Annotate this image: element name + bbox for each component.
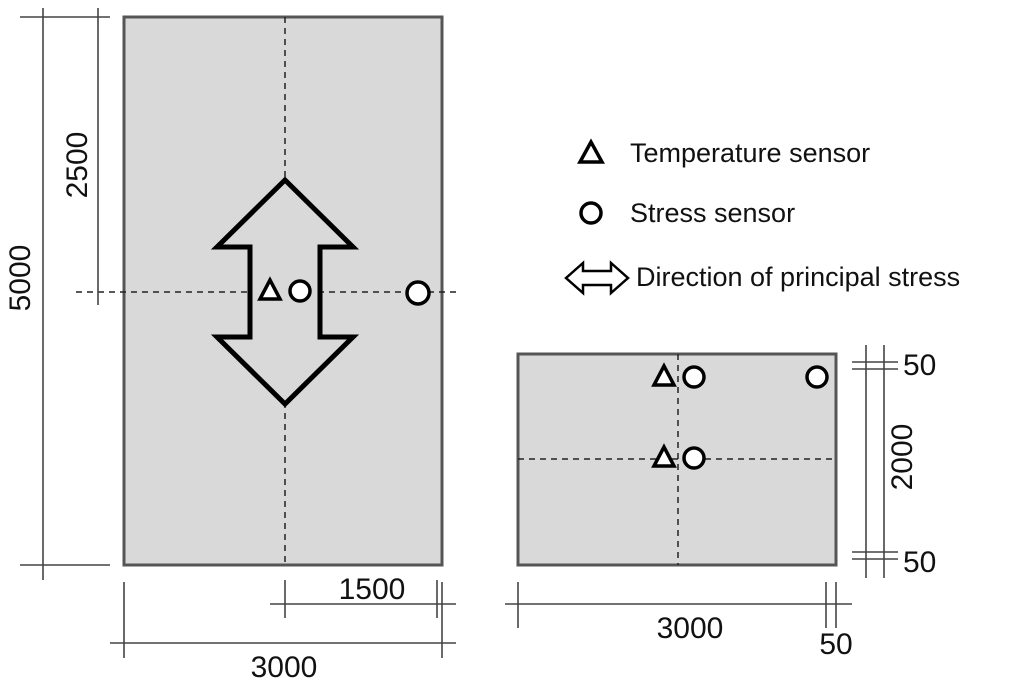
legend: Temperature sensor Stress sensor Directi…	[564, 138, 960, 296]
section-dimension-right: 50 2000 50	[852, 345, 936, 579]
section-mid-stress-icon	[682, 446, 706, 470]
plan-dimension-width: 3000	[110, 582, 456, 681]
plan-dimension-height: 5000	[4, 8, 110, 580]
legend-item-stress: Stress sensor	[579, 198, 795, 228]
section-top-stress-icon	[682, 365, 706, 389]
section-dimension-bottom: 3000 50	[505, 582, 853, 661]
section-top-edge-stress-icon	[805, 365, 829, 389]
legend-double-arrow-icon	[564, 260, 630, 296]
stress-sensor-edge-icon	[405, 280, 431, 306]
legend-direction-label: Direction of principal stress	[636, 262, 960, 292]
plan-half-height-label: 2500	[61, 132, 94, 199]
plan-dimension-half-height: 2500	[61, 8, 99, 305]
legend-temperature-label: Temperature sensor	[630, 138, 870, 168]
section-view: 50 2000 50 3000 50	[505, 345, 936, 661]
legend-triangle-icon	[577, 138, 605, 164]
plan-view: 5000 2500 1500 3000	[4, 8, 458, 681]
plan-height-label: 5000	[4, 245, 37, 312]
legend-circle-icon	[579, 201, 603, 225]
section-edge-label: 50	[819, 628, 852, 661]
stress-sensor-icon	[288, 279, 312, 303]
legend-item-temperature: Temperature sensor	[577, 138, 870, 168]
section-top-temperature-icon	[651, 362, 677, 387]
section-mid-temperature-icon	[651, 443, 677, 468]
legend-stress-label: Stress sensor	[630, 198, 795, 228]
section-cover-top-label: 50	[903, 349, 936, 382]
plan-dimension-half-width: 1500	[270, 573, 456, 618]
principal-stress-arrow-icon	[210, 176, 360, 408]
section-depth-label: 2000	[886, 424, 919, 491]
plan-half-width-label: 1500	[339, 573, 406, 606]
legend-item-direction: Direction of principal stress	[564, 260, 960, 296]
section-cover-bottom-label: 50	[903, 546, 936, 579]
section-width-label: 3000	[657, 612, 724, 645]
plan-width-label: 3000	[251, 651, 318, 681]
temperature-sensor-icon	[257, 276, 283, 301]
